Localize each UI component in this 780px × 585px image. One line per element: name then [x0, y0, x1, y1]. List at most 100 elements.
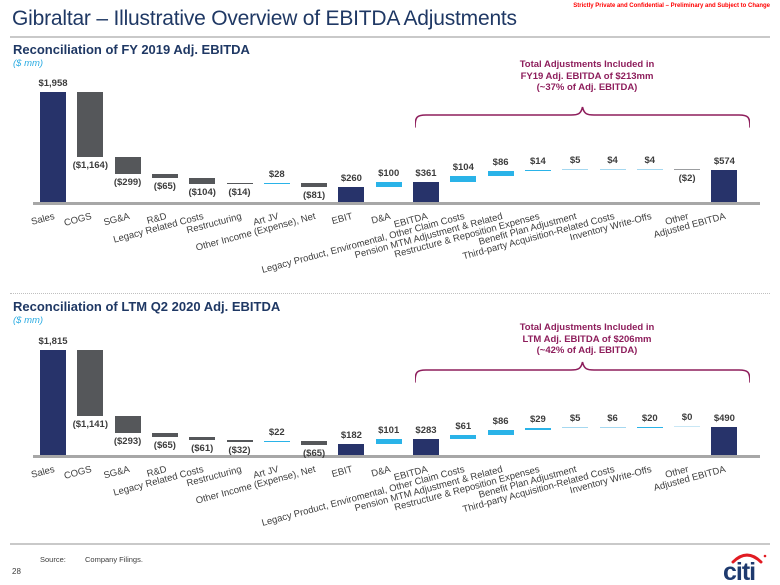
- bar-value-label: $100: [378, 167, 400, 179]
- waterfall-bar: [674, 425, 701, 427]
- bar-value-label: $29: [529, 414, 546, 426]
- bar-value-label: ($65): [153, 180, 176, 192]
- page-title: Gibraltar – Illustrative Overview of EBI…: [12, 7, 517, 30]
- annotation-line: (~42% of Adj. EBITDA): [536, 345, 638, 356]
- bar-value-label: ($65): [153, 439, 176, 451]
- bar-value-label: ($81): [303, 190, 326, 202]
- waterfall-bar: [263, 182, 290, 185]
- units-label-ltm2020: ($ mm): [13, 315, 44, 326]
- annotation-line: Total Adjustments Included in: [519, 322, 655, 333]
- bar-value-label: $1,815: [38, 336, 68, 347]
- annotation-line: LTM Adj. EBITDA of $206mm: [522, 333, 652, 345]
- bar-value-label: ($104): [188, 186, 216, 198]
- bar-value-label: ($14): [228, 187, 251, 199]
- waterfall-bar: [599, 427, 626, 429]
- waterfall-bar: [301, 440, 328, 445]
- waterfall-bar: [151, 174, 178, 178]
- waterfall-bar: [487, 171, 514, 176]
- waterfall-bar: [263, 440, 290, 443]
- bar-value-label: ($65): [303, 447, 326, 459]
- brace-fy2019: [415, 106, 750, 128]
- bar-value-label: ($1,164): [72, 160, 108, 172]
- waterfall-bar: [226, 183, 253, 185]
- bar-value-label: $5: [569, 155, 581, 167]
- waterfall-bar: [151, 432, 178, 437]
- waterfall-bar: [226, 440, 253, 443]
- bar-value-label: $1,958: [38, 78, 68, 89]
- bar-value-label: $260: [340, 173, 362, 185]
- waterfall-bar: [487, 430, 514, 436]
- bar-value-label: $283: [415, 424, 437, 436]
- x-axis-labels-ltm2020: Sales COGS SG&A R&D Legacy Related Costs Rest…: [30, 459, 760, 547]
- title-divider: [10, 36, 770, 38]
- page-number: 28: [12, 567, 21, 576]
- waterfall-bar: [711, 426, 738, 455]
- waterfall-bar: [40, 92, 66, 202]
- bar-value-label: ($2): [678, 172, 696, 184]
- waterfall-bar: [40, 350, 66, 455]
- source-label: Source:: [40, 555, 66, 564]
- waterfall-bar: [599, 168, 626, 170]
- bar-value-label: $86: [492, 157, 509, 169]
- waterfall-bar: [189, 436, 216, 441]
- bar-value-label: $0: [681, 411, 693, 423]
- bar-value-label: $182: [340, 430, 362, 442]
- bar-value-label: $28: [268, 168, 285, 180]
- bar-value-label: $490: [713, 412, 735, 424]
- waterfall-bar: [562, 169, 589, 171]
- section-title-ltm2020: Reconciliation of LTM Q2 2020 Adj. EBITD…: [13, 299, 281, 314]
- annotation-line: Total Adjustments Included in: [519, 59, 655, 70]
- footer-divider: [10, 543, 770, 545]
- annotation-line: (~37% of Adj. EBITDA): [536, 82, 638, 93]
- units-label-fy2019: ($ mm): [13, 58, 44, 69]
- waterfall-bar: [413, 438, 439, 455]
- bar-value-label: ($1,141): [72, 419, 108, 430]
- waterfall-bar: [77, 350, 104, 417]
- source-value: Company Filings.: [85, 555, 143, 564]
- waterfall-bar: [450, 175, 477, 182]
- bar-value-label: $574: [713, 155, 735, 167]
- bar-value-label: ($293): [113, 435, 142, 447]
- bar-value-label: $101: [378, 424, 400, 436]
- bar-value-label: $5: [569, 413, 581, 425]
- confidential-notice: Strictly Private and Confidential – Prel…: [573, 3, 770, 9]
- bar-value-label: $104: [452, 161, 474, 173]
- waterfall-bar: [301, 182, 328, 188]
- x-axis-labels-fy2019: Sales COGS SG&A R&D Legacy Related Costs Rest…: [30, 206, 760, 294]
- waterfall-bar: [338, 444, 365, 455]
- waterfall-bar: [375, 438, 402, 445]
- waterfall-bar: [524, 170, 551, 172]
- bar-value-label: $86: [492, 416, 509, 428]
- waterfall-bar: [77, 92, 104, 158]
- bar-value-label: $20: [641, 412, 658, 424]
- annotation-line: FY19 Adj. EBITDA of $213mm: [520, 70, 654, 82]
- bar-value-label: $361: [415, 167, 437, 179]
- waterfall-bar: [636, 168, 663, 170]
- bar-value-label: $61: [455, 421, 472, 433]
- bar-value-label: ($32): [228, 445, 251, 457]
- waterfall-chart-ltm2020: $1,815 ($1,141) ($293) ($65) ($61) ($32) $22 ($…: [33, 336, 760, 459]
- waterfall-bar: [711, 169, 738, 202]
- bar-value-label: $4: [607, 154, 618, 166]
- waterfall-bar: [413, 181, 439, 202]
- waterfall-bar: [524, 428, 551, 431]
- bar-value-label: $6: [607, 413, 618, 425]
- bar-value-label: ($61): [191, 443, 214, 455]
- waterfall-chart-fy2019: $1,958 ($1,164) ($299) ($65) ($104) ($14) $28 (…: [33, 78, 760, 205]
- brace-ltm2020: [415, 361, 750, 383]
- annotation-fy2019: Total Adjustments Included in FY19 Adj. …: [447, 59, 727, 94]
- waterfall-bar: [375, 181, 402, 188]
- waterfall-bar: [189, 177, 216, 184]
- waterfall-bar: [450, 435, 477, 439]
- waterfall-bar: [114, 157, 141, 175]
- section-divider: [10, 293, 770, 294]
- bar-value-label: ($299): [113, 177, 142, 189]
- bar-value-label: $14: [529, 156, 546, 168]
- section-title-fy2019: Reconciliation of FY 2019 Adj. EBITDA: [13, 42, 250, 57]
- waterfall-bar: [674, 168, 701, 170]
- waterfall-bar: [636, 426, 663, 428]
- waterfall-bar: [562, 427, 589, 429]
- citi-logo: citi: [723, 553, 767, 585]
- waterfall-bar: [114, 416, 141, 433]
